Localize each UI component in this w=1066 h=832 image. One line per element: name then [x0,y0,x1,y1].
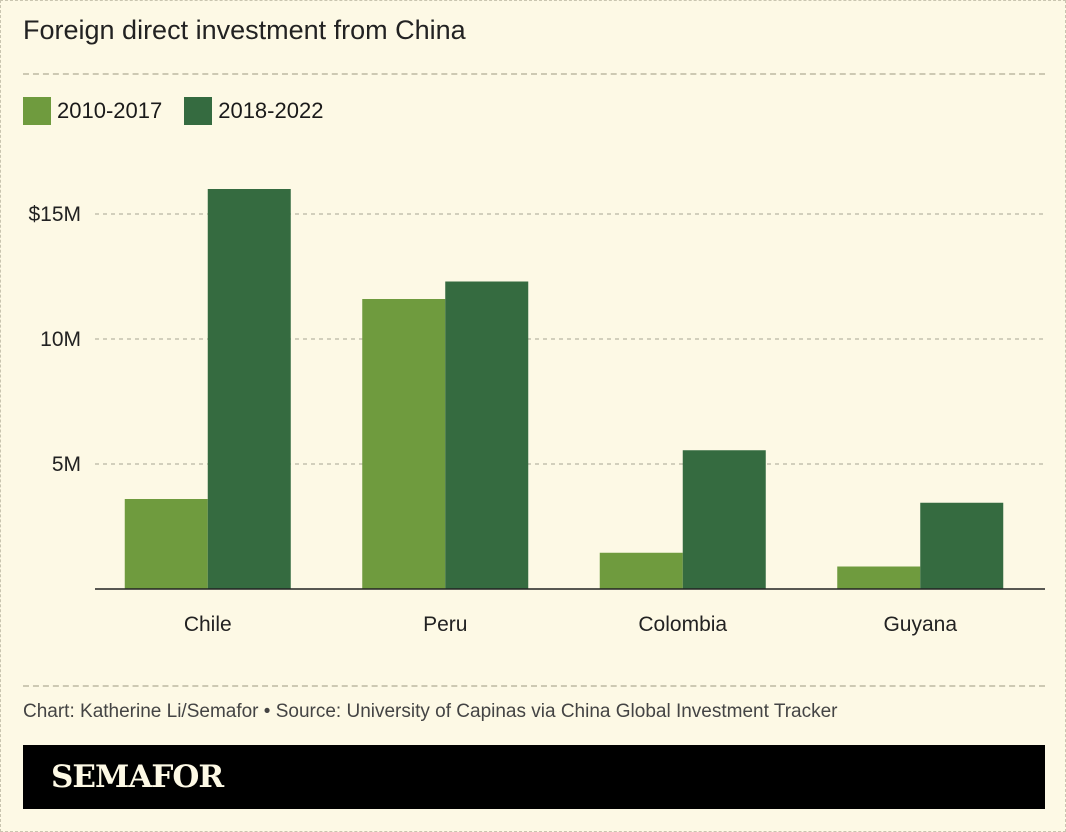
top-divider [23,73,1045,75]
y-tick-label-10: 10M [40,328,81,351]
source-credit: Chart: Katherine Li/Semafor • Source: Un… [23,701,838,722]
bar-peru-2010-2017 [362,299,446,589]
y-tick-label-15: $15M [28,203,81,226]
legend-item-2018-2022: 2018-2022 [184,97,323,125]
legend-swatch-2010-2017 [23,97,51,125]
bar-chile-2010-2017 [124,499,208,589]
bottom-divider [23,685,1045,687]
x-tick-label-colombia: Colombia [638,613,727,636]
bar-chile-2018-2022 [207,189,291,589]
legend-label-2010-2017: 2010-2017 [57,98,163,123]
x-tick-label-guyana: Guyana [883,613,957,636]
bar-peru-2018-2022 [445,281,529,589]
bar-chart: 5M 10M $15M Chile Peru Colombia Guyana [28,189,1045,636]
legend-swatch-2018-2022 [184,97,213,125]
y-tick-label-5: 5M [52,453,81,476]
bar-guyana-2018-2022 [920,502,1004,589]
chart-title: Foreign direct investment from China [23,15,466,45]
legend-label-2018-2022: 2018-2022 [218,98,324,123]
legend: 2010-2017 2018-2022 [23,97,323,125]
bar-colombia-2018-2022 [682,450,766,589]
bar-colombia-2010-2017 [599,552,683,589]
x-tick-label-chile: Chile [184,613,232,636]
bar-guyana-2010-2017 [837,566,921,589]
semafor-logo: SEMAFOR [51,759,224,795]
legend-item-2010-2017: 2010-2017 [23,97,162,125]
brand-bar: SEMAFOR [23,745,1045,809]
x-tick-label-peru: Peru [423,613,467,636]
